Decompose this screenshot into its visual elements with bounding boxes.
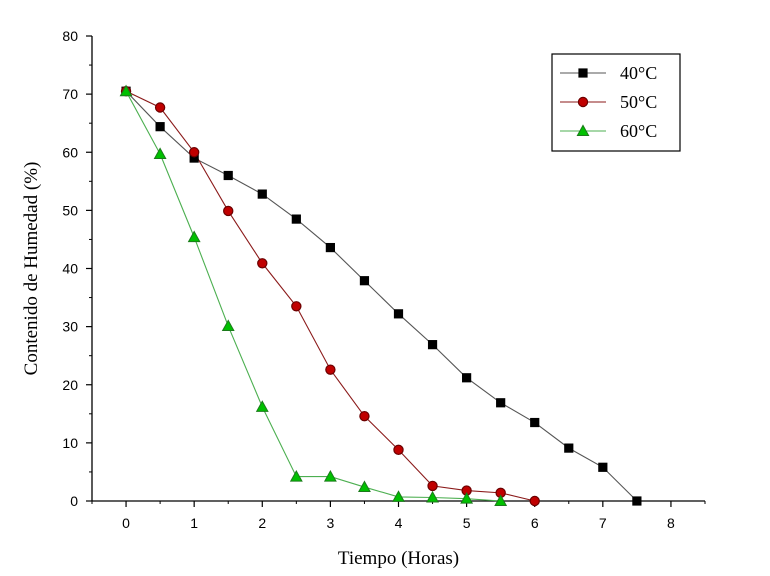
x-tick-label: 8 bbox=[667, 515, 675, 531]
series-circle-point bbox=[291, 301, 302, 312]
y-tick-label: 70 bbox=[62, 86, 78, 102]
series-circle-point bbox=[325, 364, 336, 375]
legend-marker bbox=[577, 96, 589, 108]
y-axis-title: Contenido de Humedad (%) bbox=[21, 162, 42, 376]
y-tick-label: 20 bbox=[62, 377, 78, 393]
series-triangle-point bbox=[460, 492, 474, 504]
legend-marker bbox=[576, 124, 590, 136]
series-triangle-point bbox=[153, 147, 167, 159]
series-triangle-point bbox=[221, 319, 235, 332]
x-tick-label: 6 bbox=[531, 515, 539, 531]
series-triangle-point bbox=[357, 480, 371, 493]
series-square-point bbox=[359, 276, 370, 286]
y-tick-label: 0 bbox=[70, 493, 78, 509]
legend-label: 60°C bbox=[620, 121, 657, 141]
series-circle-point bbox=[188, 147, 200, 158]
y-tick-label: 50 bbox=[62, 202, 78, 218]
x-axis-title: Tiempo (Horas) bbox=[338, 548, 459, 569]
series-square-point bbox=[427, 340, 438, 350]
series-circle-point bbox=[529, 495, 540, 507]
series-square-point bbox=[325, 242, 335, 253]
x-tick-label: 4 bbox=[395, 515, 403, 531]
series-square-point bbox=[564, 443, 574, 453]
series-triangle-point bbox=[255, 400, 269, 412]
series-square-point bbox=[223, 170, 233, 181]
series-triangle-point bbox=[187, 230, 201, 243]
x-tick-label: 5 bbox=[463, 515, 471, 531]
y-tick-label: 80 bbox=[62, 28, 78, 44]
x-tick-label: 7 bbox=[599, 515, 607, 531]
series-markers bbox=[119, 84, 642, 507]
series-circle-point bbox=[393, 444, 404, 456]
series-circle-point bbox=[154, 102, 166, 113]
series-square-point bbox=[530, 417, 540, 428]
series-circle-point bbox=[359, 410, 370, 422]
series-triangle-point bbox=[494, 494, 508, 506]
series-square-point bbox=[598, 462, 608, 472]
x-tick-label: 3 bbox=[326, 515, 334, 531]
series-square-point bbox=[632, 496, 642, 506]
series-square-point bbox=[462, 373, 472, 383]
series-square-point bbox=[496, 398, 506, 408]
series-square-point bbox=[291, 214, 301, 224]
series-circle-line bbox=[125, 90, 535, 502]
series-triangle-point bbox=[323, 469, 337, 482]
legend-marker bbox=[578, 68, 588, 78]
legend: 40°C 50°C 60°C bbox=[551, 53, 681, 152]
series-square-point bbox=[393, 309, 404, 319]
y-tick-label: 30 bbox=[62, 319, 78, 335]
series-square-point bbox=[155, 122, 165, 132]
x-tick-label: 1 bbox=[190, 515, 198, 531]
series-circle-point bbox=[257, 258, 268, 269]
series-triangle-line bbox=[125, 90, 501, 502]
series-triangle-point bbox=[426, 490, 440, 503]
series-triangle-point bbox=[392, 490, 405, 502]
series-circle-point bbox=[223, 205, 234, 217]
series-circle-point bbox=[427, 480, 438, 492]
axes: 0 10 20 30 40 50 60 70 80 0 1 2 3 4 5 6 7 8 bbox=[62, 28, 706, 531]
y-tick-label: 10 bbox=[62, 435, 78, 451]
y-tick-label: 60 bbox=[62, 144, 78, 160]
series-triangle-point bbox=[289, 469, 303, 482]
series-square-point bbox=[257, 189, 267, 199]
series-square-line bbox=[125, 90, 638, 502]
x-tick-label: 0 bbox=[122, 515, 130, 531]
series-lines bbox=[125, 90, 638, 502]
series-triangle-point bbox=[119, 84, 133, 97]
legend-label: 50°C bbox=[620, 92, 657, 112]
x-tick-label: 2 bbox=[258, 515, 266, 531]
legend-label: 40°C bbox=[620, 63, 657, 83]
y-tick-label: 40 bbox=[62, 261, 78, 277]
